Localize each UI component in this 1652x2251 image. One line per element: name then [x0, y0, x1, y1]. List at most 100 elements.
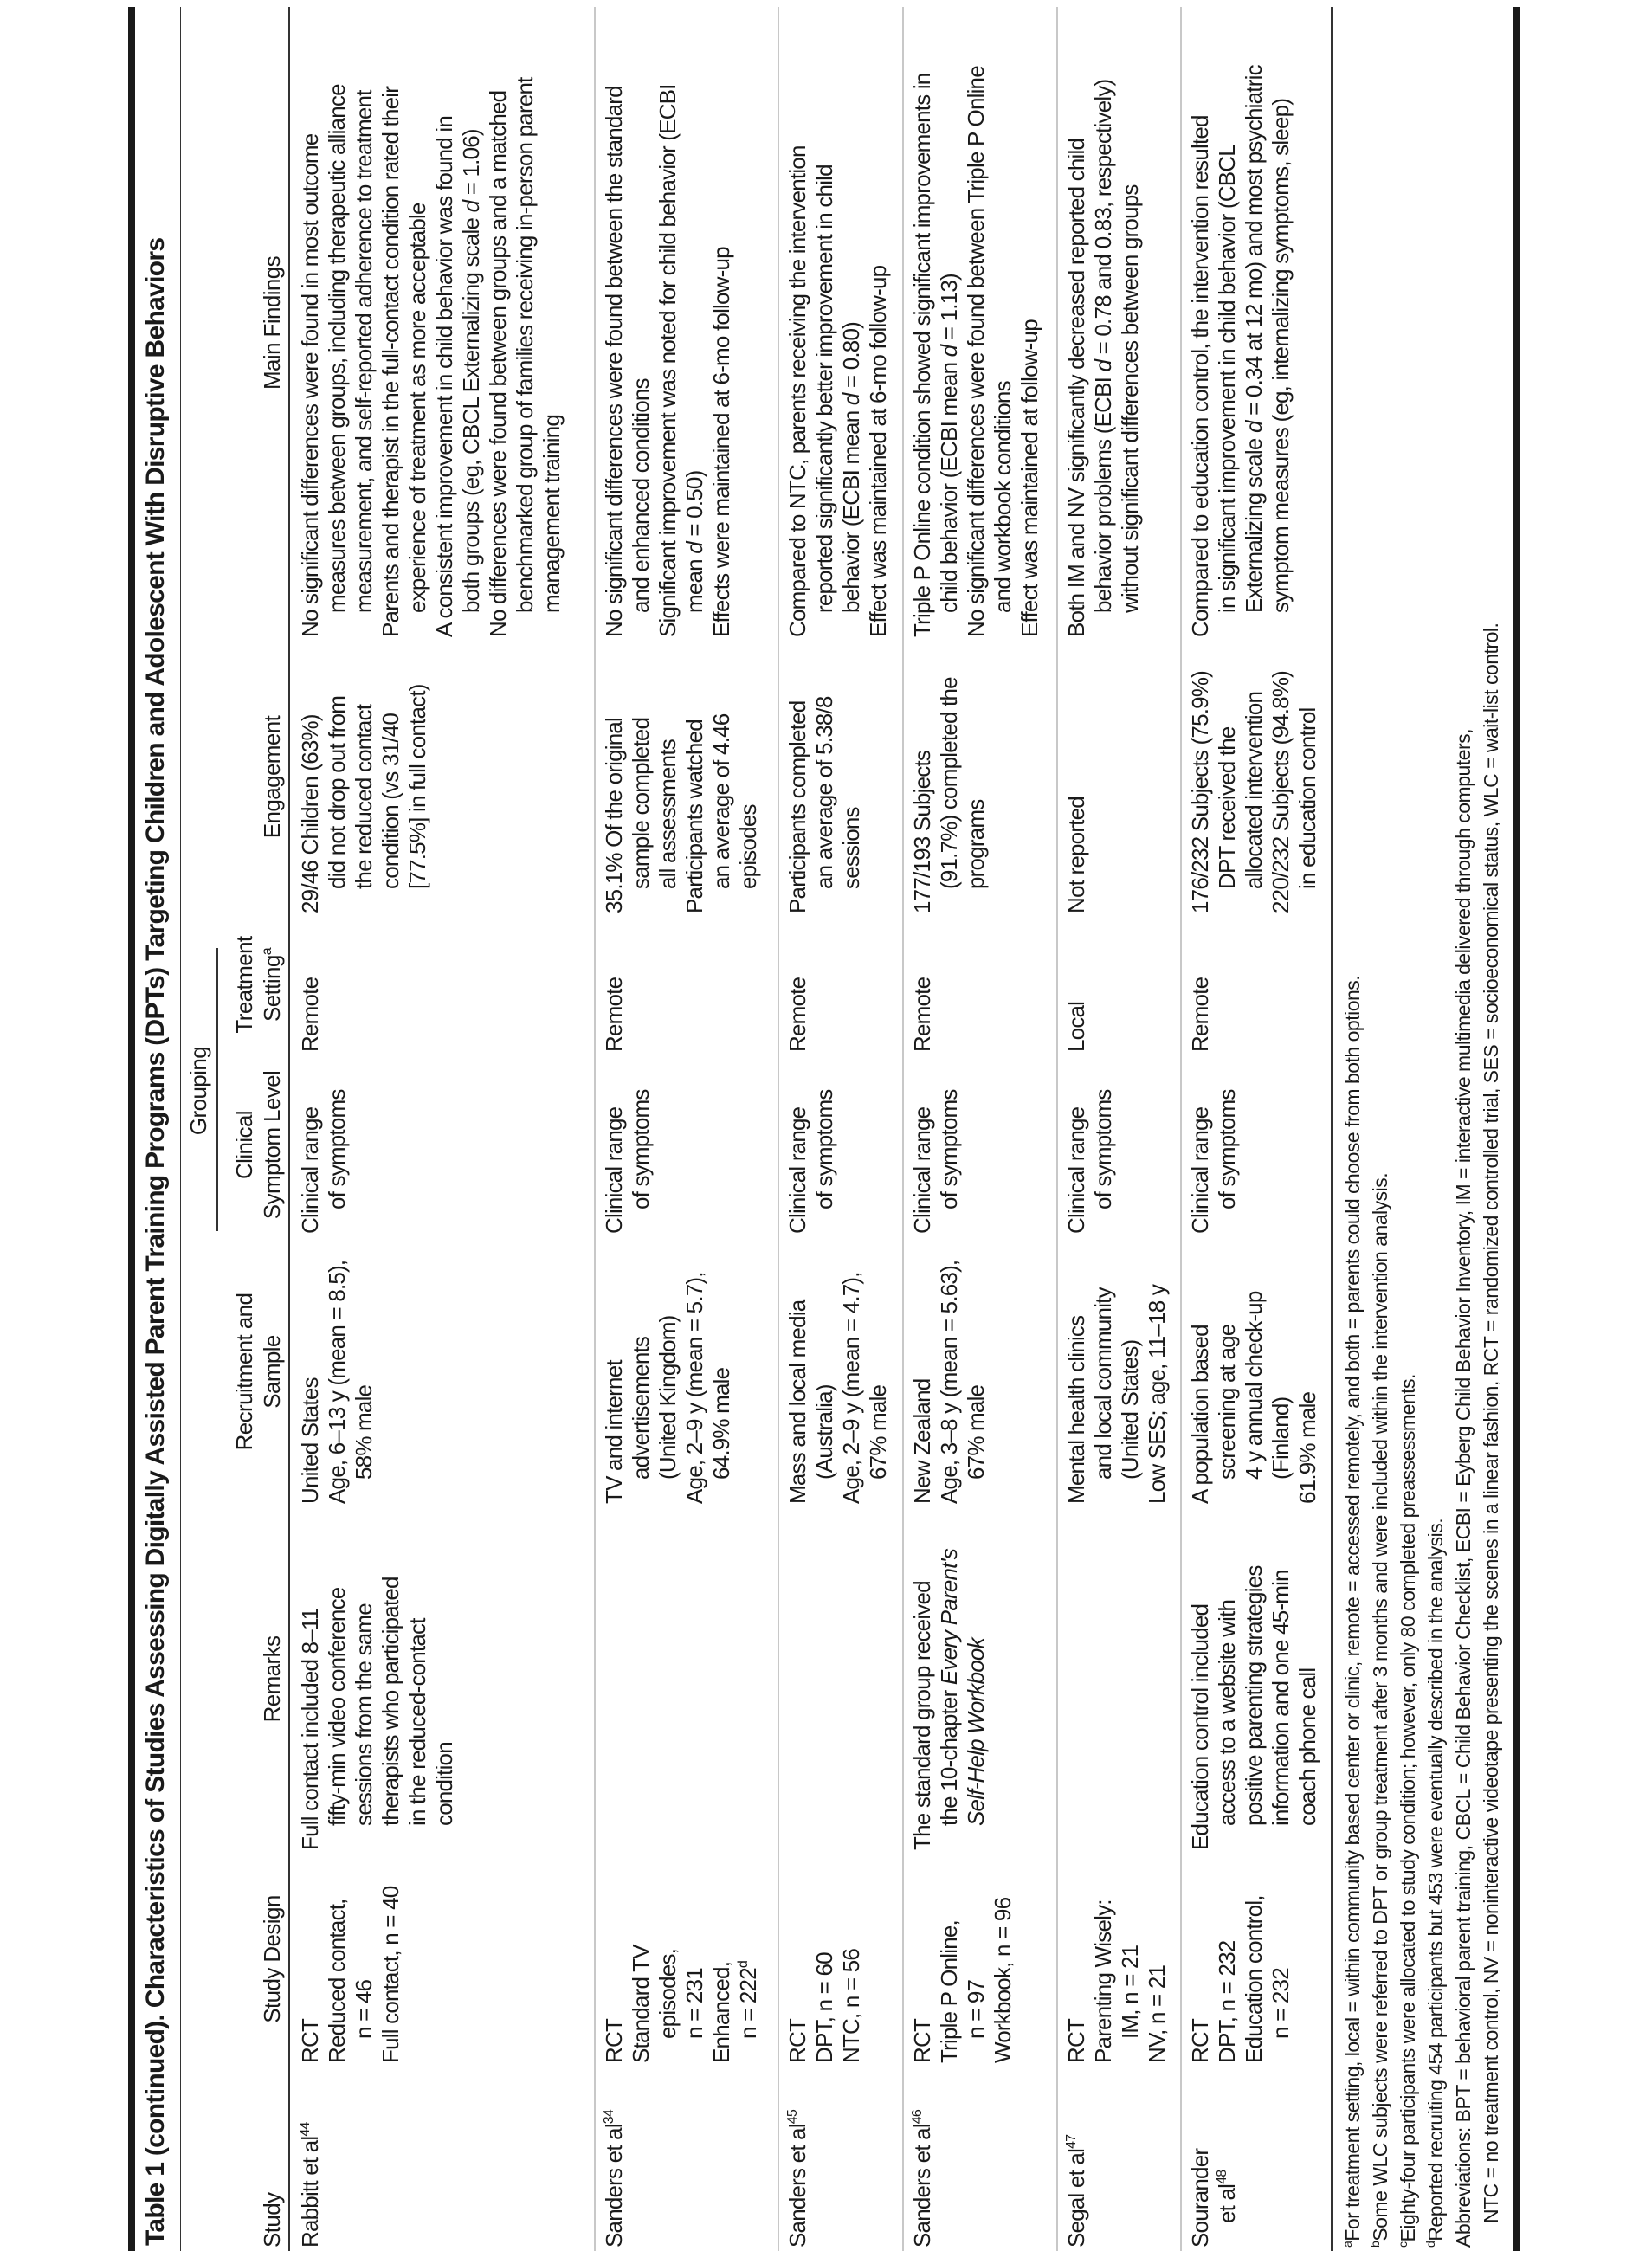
text-segment: the reduced contact: [351, 704, 377, 889]
footnote-line: dReported recruiting 454 participants bu…: [1422, 623, 1449, 2248]
text-segment: measurement, and self-reported adherence…: [351, 90, 377, 613]
text-line: NV, n = 21: [1144, 1855, 1171, 2063]
text-segment: Compared to education control, the inter…: [1187, 115, 1213, 637]
text-segment: Engagement: [259, 715, 285, 839]
text-segment: RCT: [1063, 2018, 1089, 2063]
text-segment: sample completed: [628, 717, 654, 889]
cell-setting: Remote: [297, 918, 324, 1052]
text-segment: Full contact included 8–11: [297, 1608, 323, 1850]
cell-design: RCT Standard TV episodes, n = 231 Enhanced, n…: [601, 1855, 762, 2063]
row-separator: [778, 7, 779, 2251]
text-segment: Enhanced,: [708, 1961, 734, 2063]
text-segment: IM, n = 21: [1117, 1945, 1143, 2039]
text-line: of symptoms: [324, 1056, 351, 1234]
text-segment: Some WLC subjects were referred to DPT o…: [1369, 1172, 1391, 2241]
cell-main: Both IM and NV significantly decreased r…: [1063, 9, 1144, 637]
text-line: Sample: [258, 1240, 286, 1504]
cell-recruit: Mental health clinics and local community…: [1063, 1240, 1171, 1504]
text-segment: = 1.13): [936, 274, 962, 345]
text-segment: Parenting Wisely:: [1090, 1899, 1116, 2063]
text-segment: RCT: [601, 2018, 627, 2063]
text-segment: fifty-min video conference: [324, 1587, 350, 1826]
text-line: Local: [1063, 918, 1090, 1052]
text-segment: Clinical range: [909, 1106, 935, 1234]
text-segment: n = 231: [681, 1968, 707, 2039]
text-line: of symptoms: [628, 1056, 655, 1234]
text-line: measurement, and self-reported adherence…: [351, 9, 378, 637]
text-segment: sessions from the same: [351, 1603, 377, 1826]
text-line: of symptoms: [811, 1056, 838, 1234]
text-segment: did not drop out from: [324, 695, 350, 889]
text-segment: Mass and local media: [784, 1300, 810, 1504]
text-line: Low SES; age, 11–18 y: [1144, 1240, 1171, 1504]
text-line: Symptom Level: [258, 1056, 286, 1234]
text-line: No significant differences were found be…: [963, 9, 990, 637]
text-line: 64.9% male: [708, 1240, 735, 1504]
text-line: NTC, n = 56: [838, 1855, 865, 2063]
text-line: Remote: [909, 918, 936, 1052]
text-line: Clinical range: [784, 1056, 811, 1234]
text-line: DPT, n = 232: [1214, 1855, 1241, 2063]
text-line: 67% male: [865, 1240, 892, 1504]
text-line: Recruitment and: [230, 1240, 258, 1504]
text-segment: (91.7%) completed the: [936, 677, 962, 889]
text-segment: Both IM and NV significantly decreased r…: [1063, 138, 1089, 637]
text-segment: Main Findings: [259, 255, 285, 390]
text-line: Effect was maintained at follow-up: [1016, 9, 1043, 637]
header-engagement: Engagement: [173, 641, 286, 913]
text-line: Workbook, n = 96: [990, 1855, 1016, 2063]
text-line: Sanders et al46: [909, 2070, 936, 2248]
text-line: experience of treatment as more acceptab…: [404, 9, 431, 637]
cell-recruit: United States Age, 6–13 y (mean = 8.5), 58…: [297, 1240, 378, 1504]
text-segment: allocated intervention: [1241, 691, 1267, 889]
text-line: A consistent improvement in child behavi…: [431, 9, 458, 637]
text-line: Not reported: [1063, 641, 1090, 913]
text-line: Full contact, n = 40: [378, 1855, 404, 2063]
text-line: Participants completed: [784, 641, 811, 913]
text-line: Remarks: [258, 1508, 286, 1850]
top-thick-rule: [128, 7, 135, 2251]
text-line: management training: [539, 9, 565, 637]
text-segment: Sanders et al: [909, 2124, 935, 2248]
text-segment: both groups (eg, CBCL Externalizing scal…: [458, 212, 484, 613]
text-line: et al48: [1214, 2070, 1241, 2248]
cell-study: Sanders et al34: [601, 2070, 628, 2248]
text-line: A population based: [1187, 1240, 1214, 1504]
text-line: Clinical range: [297, 1056, 324, 1234]
text-line: behavior (ECBI mean d = 0.80): [838, 9, 865, 637]
text-line: coach phone call: [1294, 1508, 1321, 1850]
cell-engagement: 177/193 Subjects (91.7%) completed the pro…: [909, 641, 990, 913]
text-line: 4 y annual check-up: [1241, 1240, 1268, 1504]
cell-main: Compared to education control, the inter…: [1187, 9, 1294, 637]
text-line: RCT: [601, 1855, 628, 2063]
text-line: n = 46: [351, 1855, 378, 2063]
text-line: Remote: [601, 918, 628, 1052]
text-segment: (Finland): [1268, 1396, 1294, 1480]
text-line: of symptoms: [1214, 1056, 1241, 1234]
text-line: Remote: [297, 918, 324, 1052]
row-separator: [1180, 7, 1182, 2251]
text-line: both groups (eg, CBCL Externalizing scal…: [458, 9, 485, 637]
text-segment: Triple P Online condition showed signifi…: [909, 73, 935, 637]
text-segment: n = 232: [1268, 1968, 1294, 2039]
text-line: 177/193 Subjects: [909, 641, 936, 913]
cell-study: Segal et al47: [1063, 2070, 1090, 2248]
text-line: No significant differences were found be…: [601, 9, 628, 637]
text-segment: Clinical range: [297, 1106, 323, 1234]
text-segment: 67% male: [963, 1384, 989, 1480]
text-line: the 10-chapter Every Parent's: [936, 1508, 963, 1850]
cell-clinical: Clinical range of symptoms: [601, 1056, 655, 1234]
text-segment: 176/232 Subjects (75.9%): [1187, 671, 1213, 913]
text-segment: Effect was maintained at 6-mo follow-up: [865, 265, 891, 637]
text-segment: Study Design: [259, 1895, 285, 2023]
text-segment: all assessments: [655, 739, 681, 889]
text-segment: Clinical range: [784, 1106, 810, 1234]
text-segment: (United Kingdom): [655, 1315, 681, 1480]
text-segment: and local community: [1090, 1287, 1116, 1480]
text-line: United States: [297, 1240, 324, 1504]
text-segment: Reported recruiting 454 participants but…: [1424, 1518, 1447, 2241]
cell-engagement: 29/46 Children (63%) did not drop out fro…: [297, 641, 431, 913]
text-line: and local community: [1090, 1240, 1117, 1504]
text-segment: n = 46: [351, 1979, 377, 2039]
text-line: RCT: [1063, 1855, 1090, 2063]
